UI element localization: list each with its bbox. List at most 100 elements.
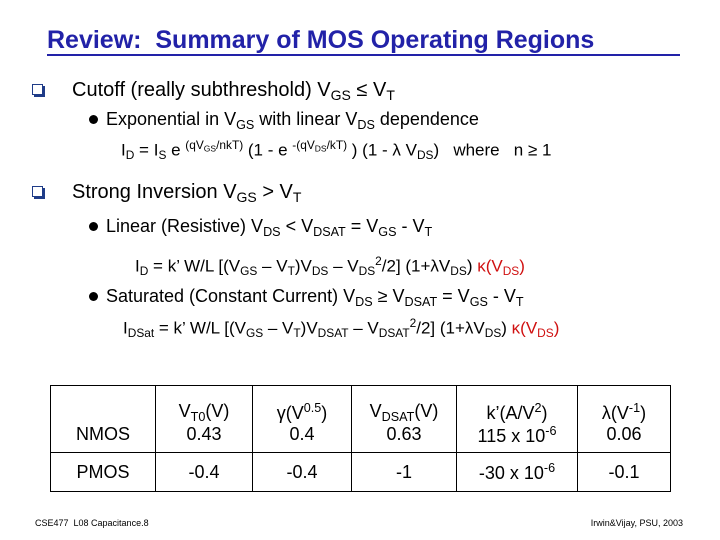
text-run: T [287, 264, 295, 279]
text-run: – V [257, 256, 288, 276]
text-run: -6 [545, 424, 557, 438]
text-run: - V [487, 286, 516, 306]
text-run: GS [469, 294, 488, 309]
text-run: ) [466, 256, 478, 276]
footer-right: Irwin&Vijay, PSU, 2003 [590, 518, 683, 528]
text-run: DSAT [378, 326, 410, 341]
text-run: DSat [127, 326, 155, 341]
header-cell: γ(V0.5) [252, 385, 352, 424]
text-run: < V [280, 216, 314, 236]
parameter-table: VT0(V) γ(V0.5) VDSAT(V) k’(A/V2) λ(V-1) … [50, 385, 671, 492]
text-run: S [158, 148, 167, 163]
text-run: – V [348, 318, 379, 338]
text-run: I [135, 256, 140, 276]
text-run: ≥ V [372, 286, 405, 306]
text-run: ) [519, 256, 525, 276]
text-run: )V [300, 318, 318, 338]
text-run: = V [345, 216, 379, 236]
text-run: with linear V [254, 109, 358, 129]
header-cell: VDSAT(V) [351, 385, 457, 424]
text-run: I [121, 140, 126, 160]
header-cell: VT0(V) [155, 385, 253, 424]
text-run: I [123, 318, 128, 338]
row-label: PMOS [50, 452, 156, 492]
cell: -0.1 [577, 452, 671, 492]
text-run: DS [502, 264, 520, 279]
table-corner [50, 385, 156, 424]
cell: -1 [351, 452, 457, 492]
sub-bullet-text: Saturated (Constant Current) VDS ≥ VDSAT… [106, 287, 524, 308]
text-run: GS [378, 224, 397, 239]
text-run: 2 [409, 316, 417, 330]
text-run: -30 x 10 [478, 462, 544, 483]
text-run: - V [396, 216, 425, 236]
text-run: DS [311, 264, 329, 279]
text-run: ) [541, 403, 548, 423]
text-run: /nkT) [216, 138, 244, 152]
text-run: D [125, 148, 135, 163]
text-run: DSAT [381, 410, 415, 424]
text-run: )V [294, 256, 312, 276]
text-run: GS [240, 264, 258, 279]
cell: -30 x 10-6 [456, 452, 578, 492]
text-run: DS [357, 117, 375, 132]
text-run: dependence [374, 109, 479, 129]
text-run: κ(V [511, 318, 538, 338]
text-run: GS [330, 87, 351, 104]
text-run: V [369, 401, 382, 422]
footer-left: CSE477 L08 Capacitance.8 [35, 518, 149, 528]
text-run: /kT) [326, 138, 348, 152]
cell: 115 x 10-6 [456, 424, 578, 453]
text-run: -6 [543, 460, 556, 475]
text-run: (qV [185, 138, 204, 152]
text-run: = V [437, 286, 470, 306]
formula: ID = k’ W/L [(VGS – VT)VDS – VDS2/2] (1+… [135, 254, 525, 279]
text-run: DSAT [317, 326, 349, 341]
text-run: – V [328, 256, 359, 276]
bullet [32, 84, 43, 95]
text-run: T [386, 87, 395, 104]
text-run: DS [416, 148, 434, 163]
text-run: Cutoff (really subthreshold) V [72, 79, 331, 101]
text-run: = k’ W/L [(V [148, 256, 241, 276]
cell: 0.43 [155, 424, 253, 453]
cell: 0.06 [577, 424, 671, 453]
text-run: DSAT [404, 294, 438, 309]
row-label: NMOS [50, 424, 156, 453]
text-run: /2] (1+λV [416, 318, 485, 338]
bullet [32, 186, 43, 197]
text-run: ) [501, 318, 512, 338]
text-run: DS [355, 294, 373, 309]
cell: -0.4 [252, 452, 352, 492]
text-run: 2 [375, 254, 382, 268]
text-run: T [424, 224, 433, 239]
text-run: 115 x 10 [477, 425, 546, 446]
text-run: DSAT [313, 224, 346, 239]
text-run: DS [358, 264, 376, 279]
text-run: ) [553, 318, 560, 338]
text-run: ) [640, 403, 647, 423]
header-cell: λ(V-1) [577, 385, 671, 424]
text-run: = k’ W/L [(V [154, 318, 246, 338]
cell: 0.63 [351, 424, 457, 453]
text-run: Strong Inversion V [72, 181, 237, 203]
text-run: e [166, 140, 186, 160]
text-run: (V) [414, 401, 439, 422]
slide-title: Review: Summary of MOS Operating Regions [47, 26, 595, 54]
text-run: Exponential in V [106, 109, 237, 129]
text-run: 0.5 [303, 401, 322, 416]
text-run: D [139, 264, 149, 279]
text-run: -1 [628, 401, 641, 416]
text-run: T0 [190, 410, 206, 424]
text-run: (V) [205, 401, 230, 422]
sub-bullet [89, 292, 98, 301]
sub-bullet-text: Linear (Resistive) VDS < VDSAT = VGS - V… [106, 217, 432, 238]
title-underline [47, 54, 680, 56]
sub-bullet [89, 115, 98, 124]
text-run: /2] (1+λV [381, 256, 451, 276]
text-run: -(qV [292, 138, 315, 152]
sub-bullet [89, 222, 98, 231]
text-run: DS [450, 264, 467, 279]
text-run: = I [134, 140, 159, 160]
